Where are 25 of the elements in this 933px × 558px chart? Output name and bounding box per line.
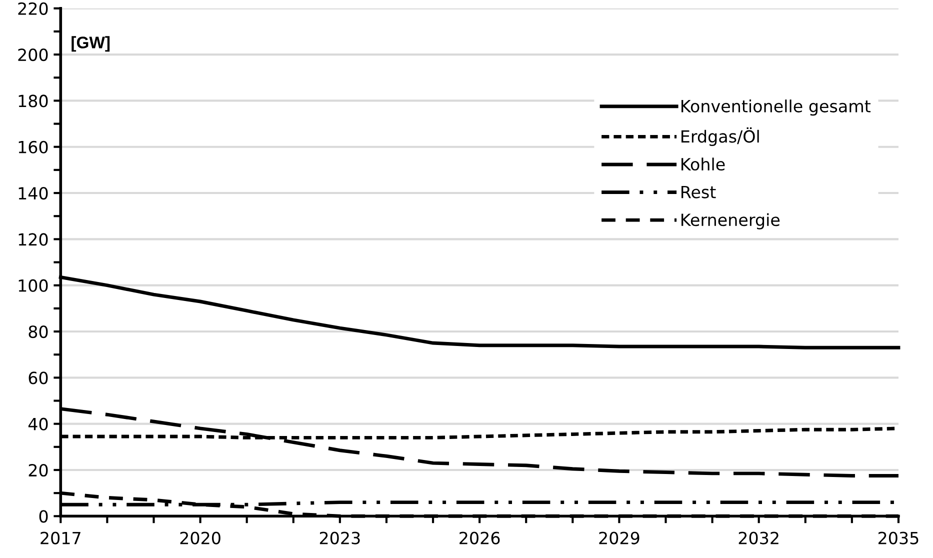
y-tick-label: 80 [28, 325, 48, 338]
legend-label: Konventionelle gesamt [682, 100, 871, 116]
y-tick-label: 60 [28, 372, 48, 384]
legend-label: Erdgas/Öl [682, 127, 759, 146]
y-tick-label: 20 [28, 464, 48, 477]
x-tick-label: 2035 [878, 532, 918, 544]
y-tick-label: 160 [18, 140, 48, 154]
x-tick-label: 2017 [40, 532, 80, 544]
x-tick-label: 2023 [320, 532, 360, 544]
x-tick-label: 2029 [599, 532, 640, 544]
legend-label: Rest [682, 186, 716, 198]
y-tick-label: 0 [39, 510, 48, 523]
x-tick-label: 2032 [738, 532, 778, 544]
y-tick-label: 140 [18, 186, 48, 200]
y-tick-label: 180 [18, 94, 48, 108]
x-tick-label: 2026 [460, 532, 500, 544]
y-tick-label: 220 [18, 2, 48, 15]
y-tick-label: 100 [18, 279, 48, 292]
y-tick-label: 120 [18, 233, 48, 246]
y-tick-label: 200 [18, 48, 48, 62]
y-axis-title: [GW] [72, 36, 110, 52]
legend-label: Kernenergie [682, 213, 780, 230]
x-tick-label: 2020 [180, 532, 220, 544]
y-tick-label: 40 [28, 418, 48, 430]
legend-label: Kohle [682, 158, 725, 171]
